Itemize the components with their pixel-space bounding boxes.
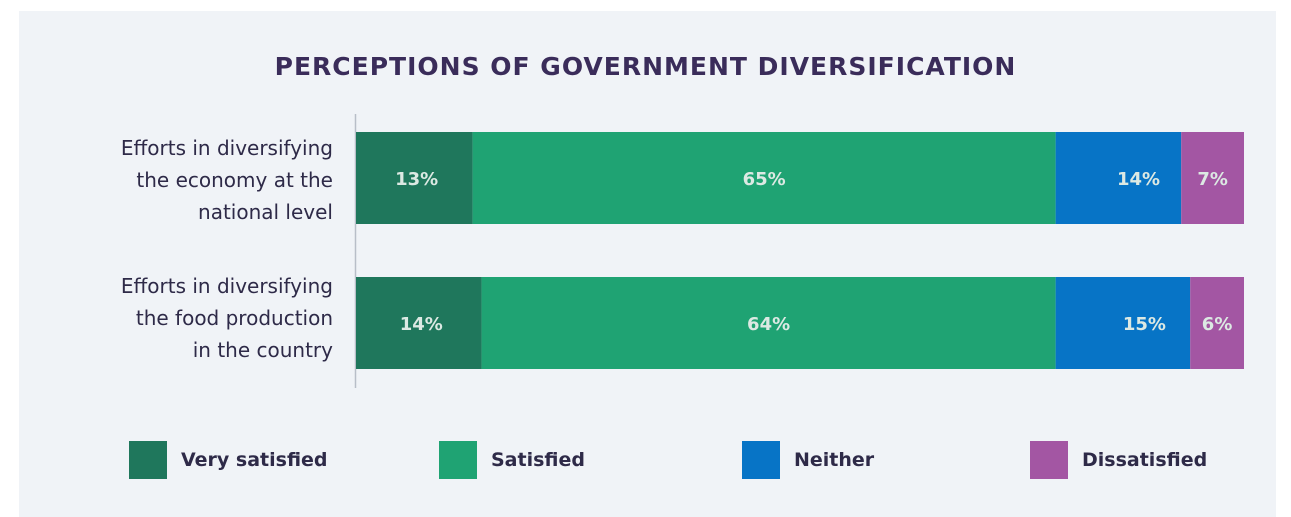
bar-segment bbox=[1190, 277, 1244, 369]
category-label-line: national level bbox=[198, 200, 333, 224]
category-label-line: in the country bbox=[192, 338, 333, 362]
legend-item-satisfied: Satisfied bbox=[439, 440, 585, 480]
category-label: Efforts in diversifying the economy at t… bbox=[53, 132, 333, 228]
data-label: 13% bbox=[395, 169, 438, 190]
legend-label: Satisfied bbox=[491, 449, 585, 471]
category-label: Efforts in diversifying the food product… bbox=[53, 270, 333, 366]
bar-segment bbox=[1055, 277, 1191, 369]
data-label: 7% bbox=[1197, 169, 1228, 190]
legend-swatch bbox=[1030, 441, 1068, 479]
data-label: 64% bbox=[747, 314, 790, 335]
legend-swatch bbox=[129, 441, 167, 479]
chart-title: PERCEPTIONS OF GOVERNMENT DIVERSIFICATIO… bbox=[274, 52, 1017, 81]
chart-panel bbox=[19, 11, 1276, 517]
legend-swatch bbox=[742, 441, 780, 479]
legend-item-very-satisfied: Very satisfied bbox=[129, 440, 328, 480]
legend-item-dissatisfied: Dissatisfied bbox=[1030, 440, 1207, 480]
bar-segment bbox=[481, 277, 1056, 369]
legend-label: Dissatisfied bbox=[1082, 449, 1208, 471]
data-label: 6% bbox=[1202, 314, 1233, 335]
category-label-line: the food production bbox=[135, 306, 333, 330]
legend-label: Very satisfied bbox=[181, 449, 328, 471]
legend-item-neither: Neither bbox=[742, 440, 874, 480]
category-label-line: Efforts in diversifying bbox=[120, 274, 333, 298]
bar-segment bbox=[472, 132, 1056, 224]
bar-segment bbox=[1181, 132, 1244, 224]
data-label: 15% bbox=[1123, 314, 1166, 335]
data-label: 65% bbox=[743, 169, 786, 190]
legend-swatch bbox=[439, 441, 477, 479]
category-label-line: Efforts in diversifying bbox=[120, 136, 333, 160]
category-label-line: the economy at the bbox=[136, 168, 333, 192]
data-label: 14% bbox=[1117, 169, 1160, 190]
bar-segment bbox=[356, 277, 482, 369]
bar-segment bbox=[1055, 132, 1182, 224]
legend-label: Neither bbox=[794, 449, 875, 471]
data-label: 14% bbox=[400, 314, 443, 335]
bar-segment bbox=[356, 132, 473, 224]
